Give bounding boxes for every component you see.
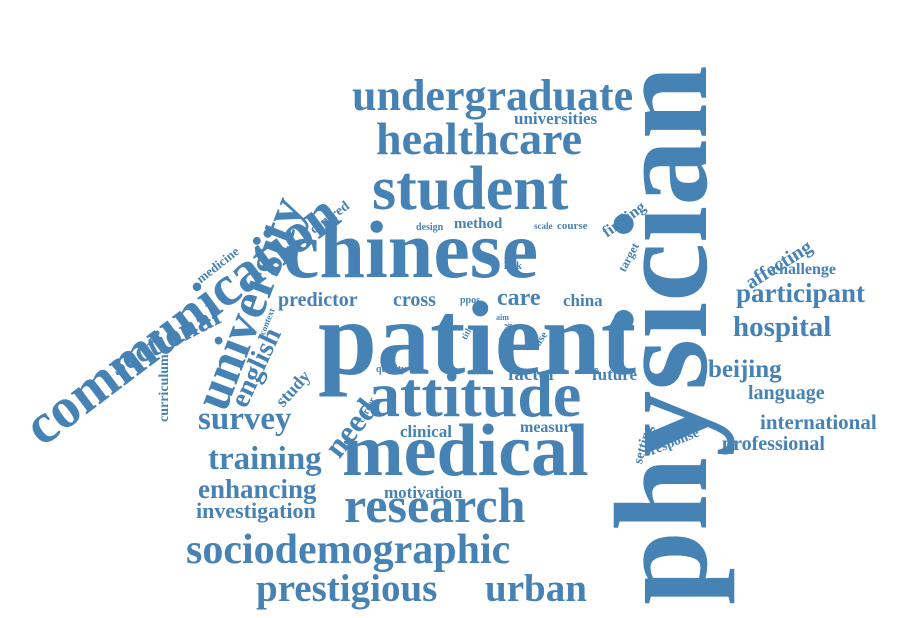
word-measure: measure <box>520 419 578 436</box>
word-aim: aim <box>496 313 509 322</box>
word-participant: participant <box>736 278 866 308</box>
word-undergraduate: undergraduate <box>352 71 634 120</box>
word-sociodemographic: sociodemographic <box>186 527 511 573</box>
word-hospital: hospital <box>733 311 832 343</box>
word-universities: universities <box>514 109 598 128</box>
word-chinese: chinese <box>283 204 539 295</box>
word-course: course <box>557 220 588 232</box>
word-investigation: investigation <box>196 498 316 523</box>
word-healthcare: healthcare <box>376 113 583 164</box>
word-beijing: beijing <box>708 356 782 383</box>
word-patient: patient <box>318 280 636 397</box>
word-quality: quality <box>376 364 407 375</box>
word-medical: medical <box>342 410 589 492</box>
word-ppos: ppos <box>460 295 481 306</box>
word-china: china <box>563 291 603 310</box>
word-lack: lack <box>504 261 522 272</box>
word-research: research <box>344 477 526 533</box>
word-future: future <box>592 365 638 384</box>
word-motivation: motivation <box>384 483 463 502</box>
word-clinical: clinical <box>400 422 452 441</box>
word-method: method <box>454 216 503 232</box>
word-scale: scale <box>534 221 553 231</box>
word-predictor: predictor <box>278 289 358 311</box>
word-care: care <box>497 285 541 311</box>
word-language: language <box>748 382 825 404</box>
word-design: design <box>416 222 444 233</box>
word-training: training <box>208 441 322 477</box>
word-prestigious: prestigious <box>256 567 438 610</box>
word-international: international <box>760 410 877 434</box>
word-survey: survey <box>198 401 292 437</box>
word-enhancing: enhancing <box>198 474 317 504</box>
word-cross: cross <box>393 289 436 311</box>
word-study: study <box>271 366 315 411</box>
word-urban: urban <box>485 567 587 610</box>
word-professional: professional <box>722 433 825 455</box>
word-attitude: attitude <box>368 359 582 430</box>
word-student: student <box>372 155 569 223</box>
word-curriculum: curriculum <box>157 354 172 422</box>
word-challenge: challenge <box>772 261 836 278</box>
word-factor: factor <box>508 364 557 385</box>
